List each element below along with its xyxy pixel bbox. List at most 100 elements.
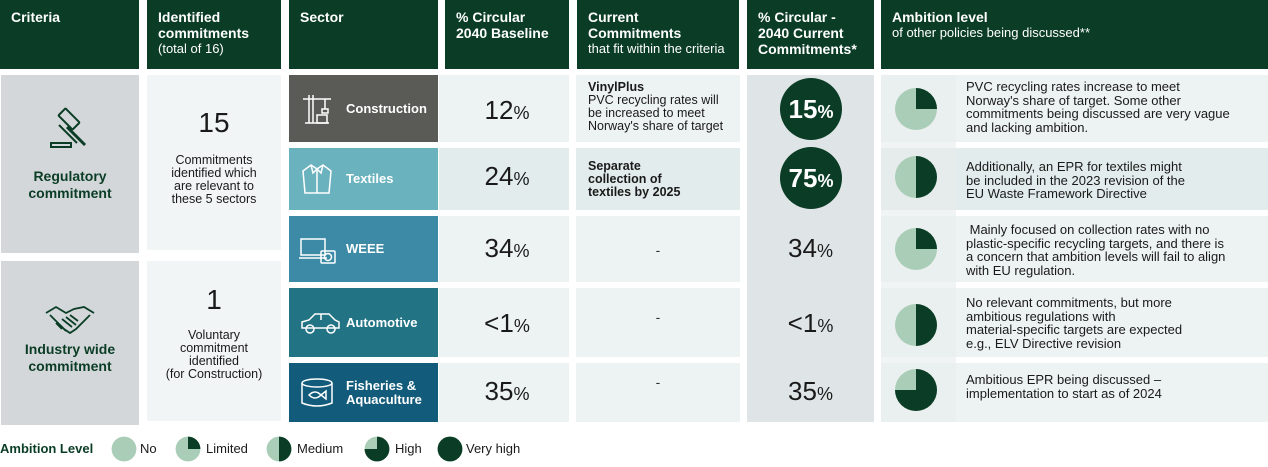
- header-circ2040-line1: % Circular -: [758, 9, 836, 25]
- header-sector: Sector: [289, 0, 438, 69]
- commitment-construction: VinylPlus PVC recycling rates will be in…: [588, 81, 738, 133]
- col-gap-2: [740, 75, 747, 422]
- commitments-industry-desc-2: commitment: [179, 341, 249, 355]
- legend-item-very-high: Very high: [437, 436, 547, 462]
- baseline-weee-value: 34: [484, 233, 514, 263]
- jacket-icon: [302, 164, 332, 194]
- legend-label-medium: Medium: [297, 441, 344, 456]
- ambition-fisheries-line-1: Ambitious EPR being discussed –: [966, 372, 1162, 387]
- pie-fill: [364, 436, 390, 462]
- legend-pie-limited: [175, 436, 201, 462]
- baseline-weee-unit: %: [513, 241, 530, 261]
- commitments-industry: 1 Voluntary commitment identified (for C…: [147, 261, 281, 421]
- crane-icon: [303, 94, 331, 124]
- circ2040-construction-unit: %: [817, 102, 834, 122]
- pie-fill: [916, 304, 937, 346]
- commitments-regulatory-desc-3: are relevant to: [174, 179, 254, 193]
- legend-label-high: High: [395, 441, 422, 456]
- handshake-icon: [45, 305, 95, 335]
- ambition-textiles-line-1: Additionally, an EPR for textiles might: [966, 159, 1182, 174]
- pie-fill: [188, 436, 201, 449]
- circ2040-fisheries-unit: %: [816, 384, 833, 404]
- circ2040-textiles: 75%: [780, 147, 842, 209]
- sector-construction: Construction: [289, 75, 438, 142]
- legend-label-limited: Limited: [206, 441, 248, 456]
- criteria-regulatory: Regulatory commitment: [1, 75, 139, 253]
- ambition-weee-line-2: plastic-specific recycling targets, and …: [966, 235, 1224, 251]
- sector-textiles: Textiles: [289, 148, 438, 210]
- circ2040-textiles-unit: %: [817, 171, 834, 191]
- criteria-regulatory-line1: Regulatory: [33, 168, 107, 184]
- ambition-fisheries-line-2: implementation to start as of 2024: [966, 385, 1162, 401]
- baseline-automotive: <1%: [445, 308, 569, 339]
- pie-fill: [895, 369, 937, 411]
- sector-fisheries-name-1: Fisheries &: [346, 377, 417, 393]
- criteria-regulatory-line2: commitment: [28, 185, 112, 201]
- header-identified-sub: (total of 16): [158, 41, 224, 56]
- circ2040-textiles-value: 75: [788, 163, 818, 193]
- header-baseline-line1: % Circular: [456, 9, 526, 25]
- ambition-pie-construction: [895, 88, 937, 130]
- commitments-industry-count: 1: [206, 284, 222, 315]
- header-criteria-label: Criteria: [11, 9, 61, 25]
- commitments-regulatory-count: 15: [198, 107, 230, 138]
- circ2040-fisheries: 35%: [747, 376, 874, 407]
- baseline-construction: 12%: [445, 95, 569, 126]
- legend-item-high: High: [364, 436, 434, 462]
- legend-pie-medium: [266, 436, 292, 462]
- commitments-regulatory-desc-2: identified which: [171, 166, 257, 180]
- ambition-textiles-line-3: EU Waste Framework Directive: [966, 186, 1147, 201]
- legend-title: Ambition Level: [0, 441, 94, 456]
- header-current: Current Commitments that fit within the …: [577, 0, 739, 69]
- baseline-textiles: 24%: [445, 161, 569, 192]
- ambition-automotive: No relevant commitments, but more ambiti…: [966, 296, 1258, 350]
- pie-fill: [279, 436, 292, 462]
- ambition-pie-fisheries: [895, 369, 937, 411]
- commitment-construction-line-2: be increased to meet: [588, 106, 705, 120]
- commitment-construction-line-3: Norway's share of target: [588, 119, 724, 133]
- sector-construction-name: Construction: [346, 100, 427, 116]
- baseline-automotive-unit: %: [513, 316, 530, 336]
- baseline-textiles-value: 24: [484, 161, 514, 191]
- ambition-construction-line-3: commitments being discussed are very vag…: [966, 106, 1230, 121]
- ambition-pie-weee: [895, 228, 937, 270]
- pie-fill: [437, 436, 463, 462]
- commitments-industry-desc-1: Voluntary: [187, 328, 241, 342]
- legend-pie-no: [111, 436, 137, 462]
- baseline-fisheries-value: 35: [484, 376, 514, 406]
- criteria-industry: Industry wide commitment: [1, 261, 139, 425]
- ambition-textiles: Additionally, an EPR for textiles might …: [966, 160, 1258, 201]
- commitment-textiles-line-3: textiles by 2025: [588, 185, 681, 199]
- baseline-fisheries-unit: %: [513, 384, 530, 404]
- legend-item-medium: Medium: [266, 436, 356, 462]
- sector-weee: WEEE: [289, 216, 438, 282]
- circ2040-construction: 15%: [780, 78, 842, 140]
- header-criteria: Criteria: [0, 0, 139, 69]
- gavel-icon: [50, 107, 87, 148]
- header-sector-label: Sector: [300, 9, 344, 25]
- commitment-construction-title: VinylPlus: [588, 80, 645, 94]
- ambition-weee-line-4: with EU regulation.: [966, 262, 1076, 278]
- ambition-weee-line-1: Mainly focused on collection rates with …: [966, 222, 1210, 237]
- header-identified: Identified commitments (total of 16): [147, 0, 281, 69]
- commitments-industry-desc-4: (for Construction): [165, 367, 263, 381]
- circ2040-weee-value: 34: [788, 233, 817, 263]
- criteria-industry-line1: Industry wide: [24, 341, 116, 357]
- circ2040-automotive: <1%: [747, 308, 874, 339]
- ambition-weee-line-3: a concern that ambition levels will fail…: [966, 249, 1226, 264]
- header-baseline: % Circular 2040 Baseline: [445, 0, 569, 69]
- commitment-automotive-dash: -: [655, 309, 661, 325]
- header-current-sub: that fit within the criteria: [588, 41, 725, 56]
- commitment-textiles: Separate collection of textiles by 2025: [588, 160, 738, 199]
- ambition-pie-textiles: [895, 156, 937, 198]
- header-current-title: Current Commitments: [588, 9, 682, 41]
- header-ambition-title: Ambition level: [892, 9, 988, 25]
- pie-fill: [916, 88, 937, 109]
- ambition-construction: PVC recycling rates increase to meet Nor…: [966, 80, 1258, 134]
- col-gap-3: [874, 75, 881, 422]
- commitment-textiles-line-1: Separate: [588, 159, 641, 173]
- legend-label-very-high: Very high: [466, 441, 521, 456]
- circ2040-construction-value: 15: [788, 94, 818, 124]
- col-gap-1: [569, 75, 576, 422]
- sector-weee-name: WEEE: [346, 241, 385, 256]
